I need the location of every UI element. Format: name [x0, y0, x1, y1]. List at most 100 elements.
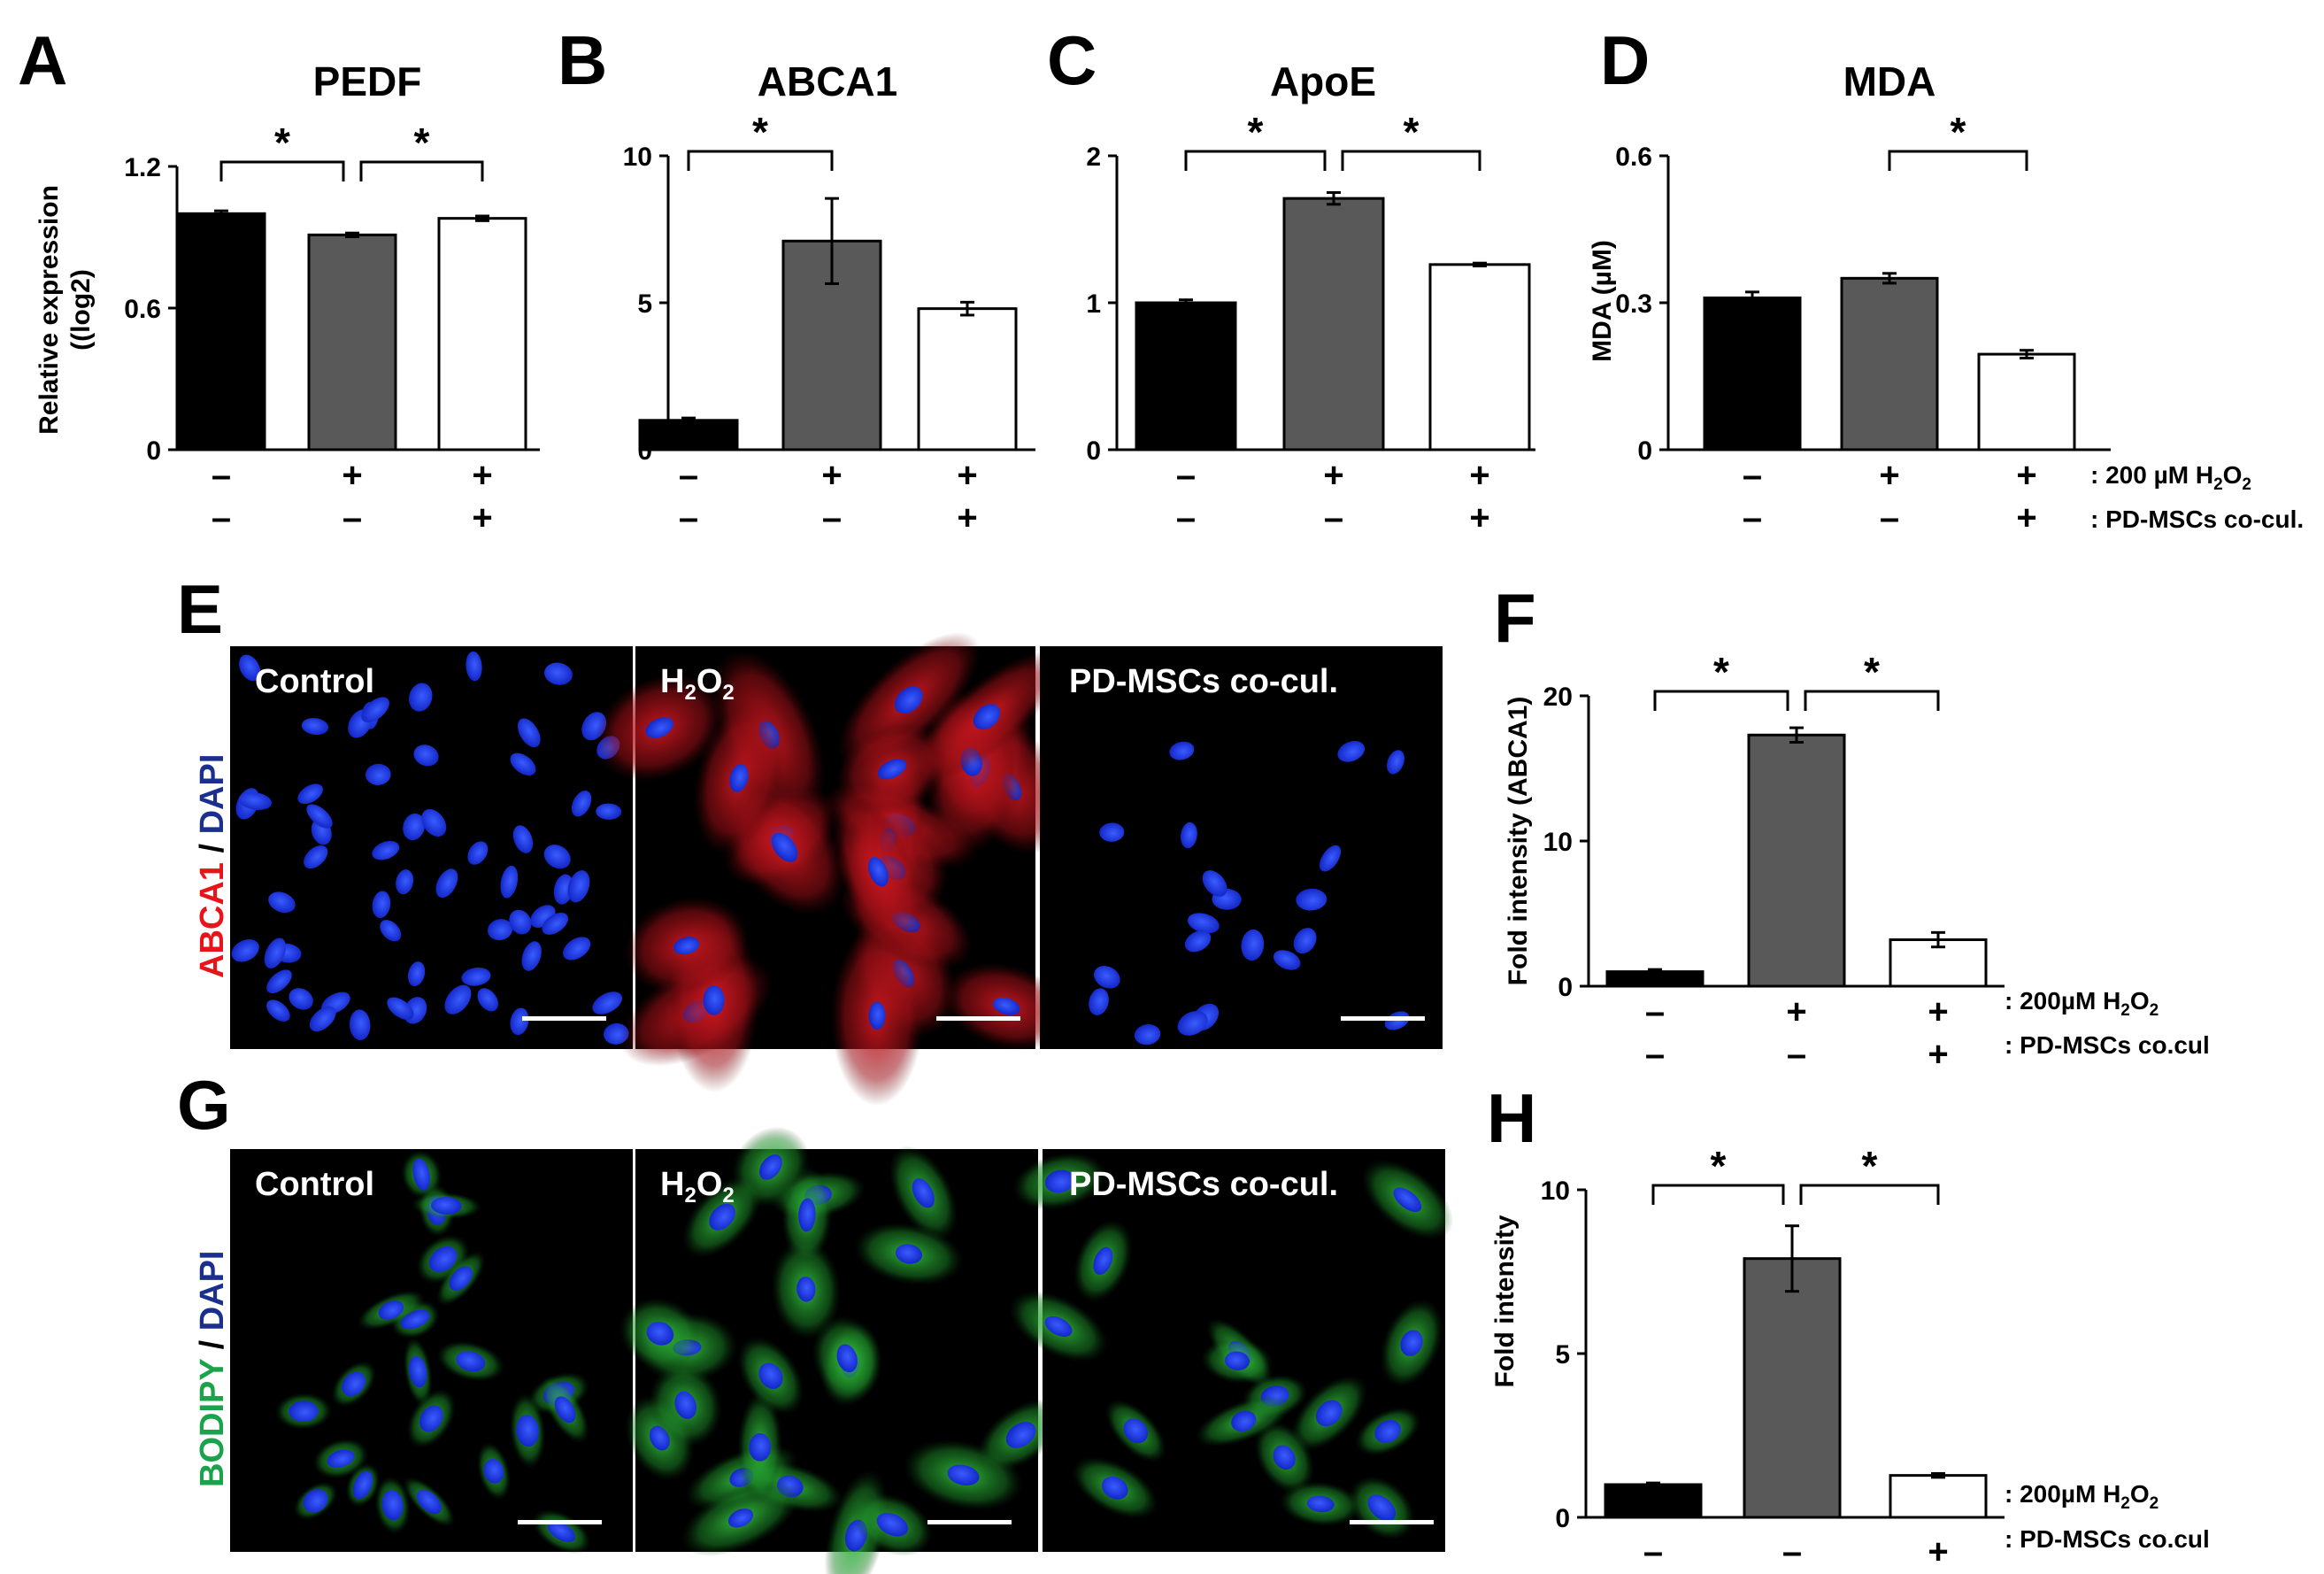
nucleus	[1005, 1422, 1036, 1448]
nucleus	[703, 985, 725, 1015]
nucleus	[868, 1001, 886, 1030]
y-axis-label: MDA (µM)	[1588, 240, 1617, 362]
h2o2-sign: +	[342, 456, 362, 495]
label-co-culture: PD-MSCs co-cul.	[1069, 663, 1338, 700]
nucleus	[309, 1006, 336, 1032]
nucleus	[407, 961, 426, 987]
nucleus	[596, 803, 622, 820]
nucleus	[673, 937, 700, 955]
nucleus	[428, 1246, 458, 1273]
nucleus	[1374, 1419, 1402, 1444]
y-tick-label: 5	[637, 289, 652, 319]
nucleus	[973, 704, 1001, 730]
y-tick-label: 1.2	[124, 153, 161, 182]
nucleus	[1089, 988, 1109, 1015]
nucleus	[509, 909, 532, 935]
h2o2-sign: +	[1786, 992, 1806, 1031]
panel-label-f: F	[1494, 579, 1536, 657]
co-culture-sign: –	[1643, 1532, 1663, 1571]
nucleus	[1044, 1316, 1073, 1338]
scale-bar	[927, 1520, 1012, 1524]
micrograph-bodipy-control: Control	[230, 1149, 633, 1555]
chart-title: MDA	[1843, 58, 1936, 104]
co-culture-sign: –	[212, 498, 231, 537]
co-culture-sign: –	[822, 498, 842, 537]
nucleus	[876, 1512, 909, 1537]
co-culture-condition-label: : PD-MSCs co-cul.	[2090, 505, 2304, 533]
h2o2-sign: +	[957, 456, 977, 495]
nucleus	[1400, 1330, 1423, 1356]
nucleus	[1099, 822, 1125, 842]
h2o2-sign: +	[472, 456, 492, 495]
micrograph-abca1-co-culture: PD-MSCs co-cul.	[1040, 646, 1443, 1049]
nucleus	[488, 919, 513, 941]
nucleus	[1231, 1410, 1257, 1432]
co-culture-sign: –	[1743, 498, 1762, 537]
nucleus	[1169, 741, 1195, 760]
bar	[176, 212, 266, 451]
nucleus	[238, 791, 273, 810]
nucleus	[510, 1007, 529, 1036]
significance-bracket	[1804, 690, 1940, 711]
bar	[1282, 197, 1385, 451]
y-axis-label: Fold intensity (ABCA1)	[1504, 697, 1533, 986]
significance-star: *	[1951, 109, 1966, 155]
h2o2-sign: –	[1645, 992, 1665, 1031]
scale-bar	[1341, 1016, 1425, 1021]
nucleus	[500, 865, 519, 899]
h2o2-sign: +	[821, 456, 842, 495]
h2o2-sign: –	[679, 456, 698, 495]
y-tick-label: 0	[1558, 973, 1573, 1002]
nucleus	[645, 717, 673, 738]
nucleus	[646, 1322, 674, 1346]
nucleus	[1184, 930, 1212, 953]
significance-bracket	[1651, 1184, 1785, 1205]
nucleus	[266, 969, 292, 993]
nucleus	[327, 1449, 355, 1468]
y-tick-label: 20	[1543, 683, 1573, 712]
co-culture-sign: +	[957, 498, 977, 537]
nucleus	[1273, 1445, 1296, 1470]
h2o2-condition-label-h: : 200µM H2O2	[2005, 1480, 2159, 1513]
micrograph-abca1-h2o2: H2O2	[595, 632, 1070, 1107]
nucleus	[1044, 1169, 1075, 1193]
y-tick-label: 0	[1086, 436, 1101, 466]
nucleus	[366, 763, 391, 785]
significance-star: *	[1711, 1143, 1727, 1189]
y-tick-label: 10	[623, 143, 652, 172]
label-control: Control	[255, 663, 374, 700]
nucleus	[403, 813, 426, 841]
nucleus	[567, 870, 590, 903]
nucleus	[1241, 929, 1265, 961]
co-culture-sign: –	[1787, 1035, 1806, 1074]
y-tick-label: 0.6	[1615, 143, 1652, 172]
co-culture-sign: –	[342, 498, 362, 537]
nucleus	[510, 752, 536, 775]
co-culture-sign: +	[1928, 1532, 1948, 1571]
micrograph-bodipy-h2o2: H2O2	[619, 1126, 1066, 1574]
nucleus	[297, 783, 323, 805]
co-culture-condition-label-h: : PD-MSCs co.cul	[2005, 1525, 2210, 1553]
y-tick-label: 10	[1543, 828, 1573, 857]
nucleus	[749, 1432, 772, 1462]
nucleus	[512, 825, 534, 853]
scale-bar	[1350, 1520, 1434, 1524]
nuclei-field	[595, 632, 1070, 1107]
significance-star: *	[752, 109, 768, 155]
nucleus	[301, 718, 329, 736]
h2o2-sign: +	[2016, 456, 2036, 495]
nucleus	[1224, 1351, 1250, 1370]
nucleus	[304, 845, 328, 869]
nucleus	[709, 1203, 735, 1231]
scale-bar	[522, 1016, 606, 1021]
bar	[1840, 276, 1939, 451]
h2o2-sign: +	[1469, 456, 1489, 495]
h2o2-sign: +	[1323, 456, 1343, 495]
h2o2-condition-label-f: : 200µM H2O2	[2005, 987, 2159, 1020]
bar	[1889, 1474, 1988, 1519]
h2o2-sign: +	[1879, 456, 1899, 495]
y-tick-label: 5	[1555, 1340, 1570, 1370]
micrograph-abca1-control: Control	[230, 646, 633, 1049]
